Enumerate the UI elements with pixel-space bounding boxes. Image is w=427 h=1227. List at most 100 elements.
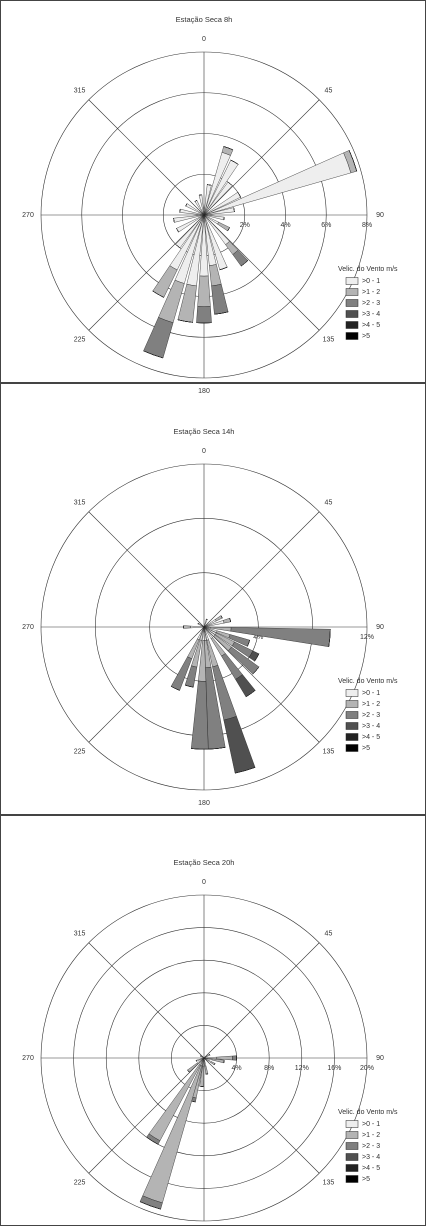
legend-swatch <box>345 1131 359 1139</box>
angle-label: 225 <box>74 1179 86 1186</box>
r-tick-label: 8% <box>362 222 372 229</box>
wind-bar-segment <box>194 200 197 202</box>
wind-bar-segment <box>230 159 239 165</box>
wind-bar-segment <box>204 1065 209 1075</box>
angle-label: 0 <box>202 36 206 43</box>
chart-title: Estação Seca 14h <box>174 427 235 436</box>
angle-label: 315 <box>74 499 86 506</box>
legend-swatch <box>345 711 359 719</box>
wind-bar-segment <box>211 283 229 315</box>
angle-label: 270 <box>22 1055 34 1062</box>
wind-bar-segment <box>190 625 205 629</box>
legend-swatch <box>345 332 359 340</box>
legend-swatch <box>345 1120 359 1128</box>
angle-label: 90 <box>376 624 384 631</box>
angle-label: 180 <box>198 388 210 395</box>
r-tick-label: 12% <box>360 634 374 641</box>
legend-label: >1 - 2 <box>362 289 380 296</box>
legend-label: >4 - 5 <box>362 322 380 329</box>
angle-label: 225 <box>74 336 86 343</box>
legend-title: Velic. do Vento m/s <box>338 678 398 685</box>
angle-label: 0 <box>202 448 206 455</box>
wind-bar-segment <box>232 1055 237 1061</box>
legend-label: >5 <box>362 333 370 340</box>
legend-label: >3 - 4 <box>362 311 380 318</box>
wind-bar-segment <box>185 203 188 207</box>
legend-swatch <box>345 689 359 697</box>
r-tick-label: 6% <box>321 222 331 229</box>
chart-title: Estação Seca 8h <box>176 15 233 24</box>
spoke <box>88 626 205 743</box>
wind-bar-segment <box>233 207 235 212</box>
spoke <box>203 626 320 743</box>
wind-bar-segment <box>175 244 181 249</box>
legend-label: >2 - 3 <box>362 712 380 719</box>
wind-bar-segment <box>232 249 249 267</box>
wind-bar-segment <box>183 625 191 629</box>
legend-swatch <box>345 288 359 296</box>
r-tick-label: 8% <box>264 1065 274 1072</box>
panel-border <box>0 815 426 1226</box>
legend-label: >2 - 3 <box>362 300 380 307</box>
wind-bar-segment <box>237 192 241 198</box>
wind-bar-segment <box>223 617 231 624</box>
legend-swatch <box>345 1164 359 1172</box>
wind-bar-segment <box>223 146 234 151</box>
wind-bar-segment <box>179 208 205 216</box>
legend-swatch <box>345 299 359 307</box>
wind-bar-segment <box>220 615 223 619</box>
spoke <box>88 511 205 628</box>
legend-swatch <box>345 1153 359 1161</box>
wind-bar-segment <box>235 674 256 698</box>
spoke <box>88 214 205 331</box>
angle-label: 315 <box>74 930 86 937</box>
angle-label: 90 <box>376 212 384 219</box>
legend-swatch <box>345 1175 359 1183</box>
r-tick-label: 4% <box>253 634 263 641</box>
r-tick-label: 16% <box>327 1065 341 1072</box>
spoke <box>203 942 320 1059</box>
legend-label: >0 - 1 <box>362 1121 380 1128</box>
angle-label: 315 <box>74 87 86 94</box>
legend-label: >5 <box>362 745 370 752</box>
chart-title: Estação Seca 20h <box>174 858 235 867</box>
spoke <box>88 1057 205 1174</box>
legend-swatch <box>345 310 359 318</box>
angle-label: 270 <box>22 212 34 219</box>
wind-bar-segment <box>217 221 230 232</box>
r-tick-label: 4% <box>232 1065 242 1072</box>
r-tick-label: 20% <box>360 1065 374 1072</box>
angle-label: 45 <box>325 499 333 506</box>
legend-label: >2 - 3 <box>362 1143 380 1150</box>
wind-rose-chart: Estação Seca 14h4%8%12%04590135180225270… <box>0 383 426 815</box>
spoke <box>88 942 205 1059</box>
panel-border <box>0 383 426 815</box>
wind-bar-segment <box>207 184 212 186</box>
wind-bar-segment <box>191 680 209 750</box>
legend-label: >0 - 1 <box>362 278 380 285</box>
angle-label: 90 <box>376 1055 384 1062</box>
wind-bar-segment <box>139 1201 161 1210</box>
r-tick-label: 2% <box>240 222 250 229</box>
angle-label: 135 <box>323 748 335 755</box>
wind-bar-segment <box>227 181 233 186</box>
legend-swatch <box>345 722 359 730</box>
spoke <box>88 99 205 216</box>
wind-bar-segment <box>223 716 256 774</box>
spoke <box>203 511 320 628</box>
legend-label: >1 - 2 <box>362 701 380 708</box>
wind-bar-segment <box>176 228 179 233</box>
legend-swatch <box>345 733 359 741</box>
angle-label: 180 <box>198 800 210 807</box>
wind-bar-segment <box>179 209 181 213</box>
wind-bar-segment <box>173 218 175 223</box>
angle-label: 135 <box>323 336 335 343</box>
angle-label: 270 <box>22 624 34 631</box>
spoke <box>203 214 320 331</box>
spoke <box>203 1057 320 1174</box>
legend-label: >4 - 5 <box>362 734 380 741</box>
legend-label: >0 - 1 <box>362 690 380 697</box>
legend-swatch <box>345 744 359 752</box>
legend-swatch <box>345 1142 359 1150</box>
wind-rose-chart: Estação Seca 20h4%8%12%16%20%04590135180… <box>0 815 426 1226</box>
